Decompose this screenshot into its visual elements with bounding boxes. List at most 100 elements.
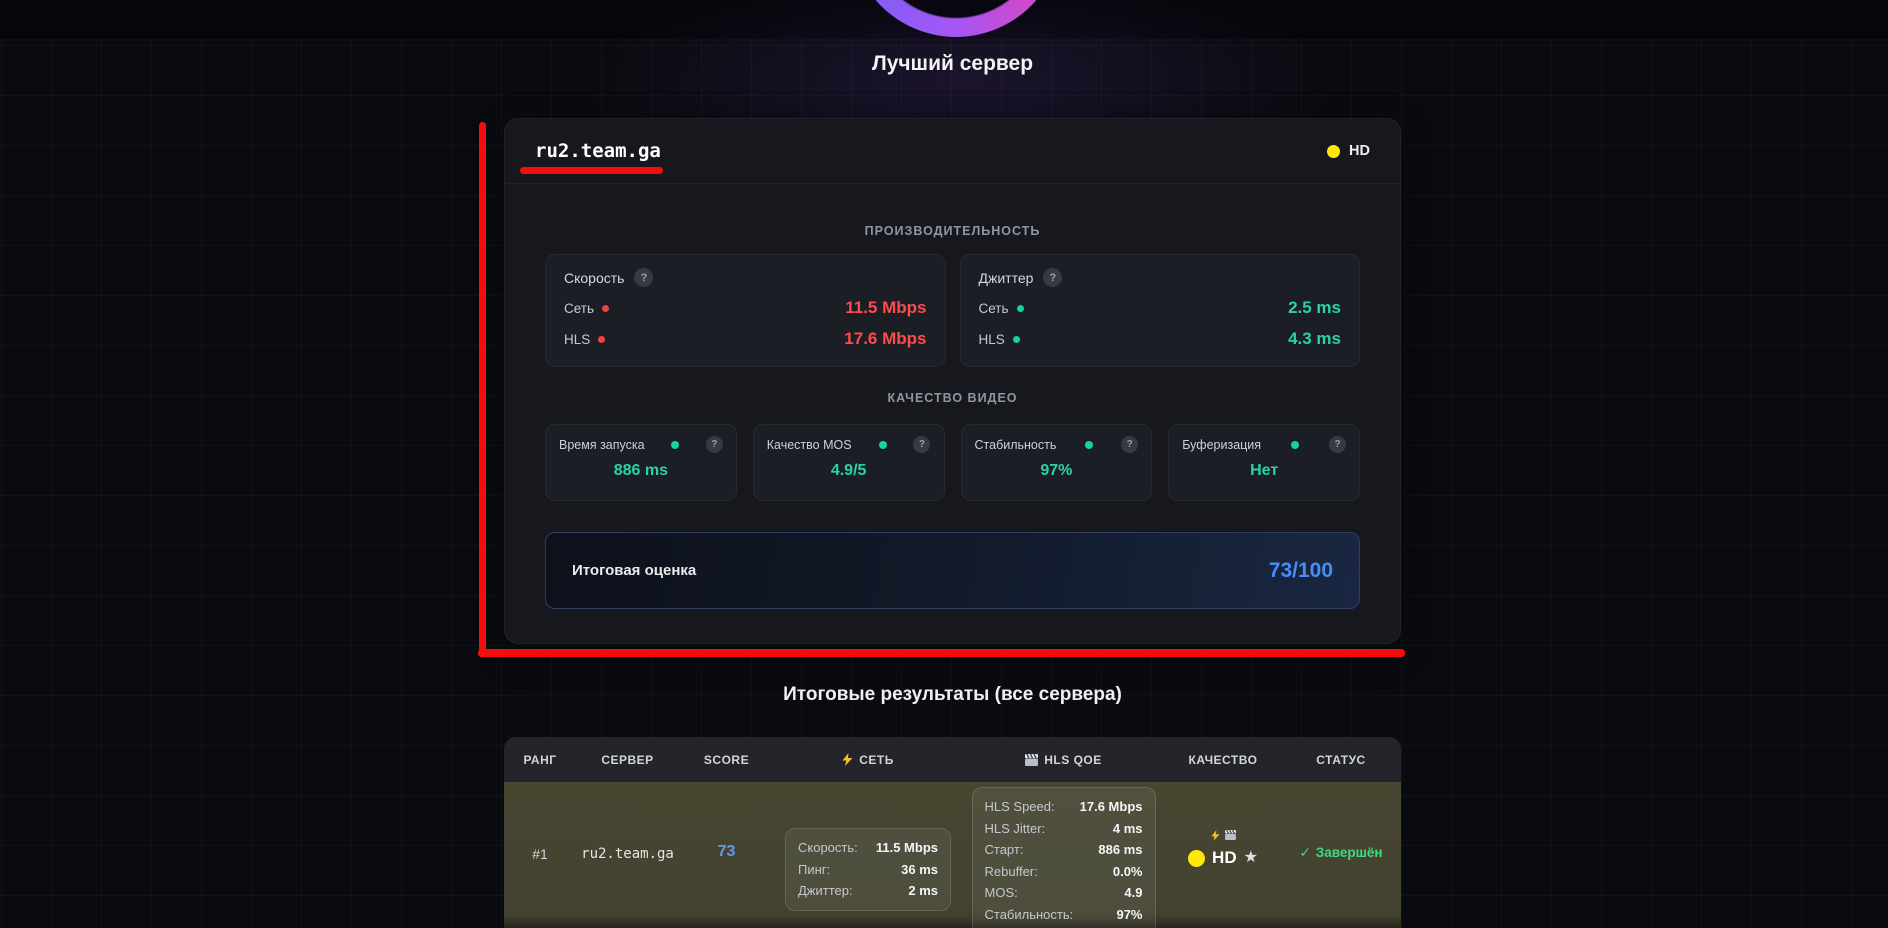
col-quality: КАЧЕСТВО [1188,752,1258,767]
hd-dot-icon [1188,849,1206,867]
stability-value: 97% [1040,462,1073,479]
jitter-card-title: Джиттер [978,269,1034,286]
speed-row-hls: HLS 17.6 Mbps [564,329,927,349]
col-score: SCORE [703,752,750,767]
table-row-rank-1: #1 ru2.team.ga 73 Скорость: 11.5 Mbps Пин… [504,782,1401,928]
final-score-label: Итоговая оценка [572,562,697,579]
hls-qoe-card: HLS Speed: 17.6 Mbps HLS Jitter: 4 ms Стар… [971,787,1156,928]
jitter-card: Джиттер ? Сеть 2.5 ms HLS [959,254,1360,367]
hls-stability-label: Стабильность: [984,906,1074,922]
clapper-icon [1224,830,1236,840]
video-quality-section-label: КАЧЕСТВО ВИДЕО [887,391,1018,405]
table-header: РАНГ СЕРВЕР SCORE СЕТЬ [504,737,1401,782]
hd-label: HD [1349,143,1370,159]
col-rank: РАНГ [523,752,557,767]
final-score-value: 73/100 [1268,558,1333,582]
startup-time-title: Время запуска [559,437,645,452]
net-speed-value: 11.5 Mbps [875,840,938,855]
hls-mos-label: MOS: [984,885,1018,900]
hls-start-label: Старт: [984,842,1024,857]
best-server-title: Лучший сервер [871,52,1034,75]
mos-quality-value: 4.9/5 [830,462,867,479]
speed-card: Скорость ? Сеть 11.5 Mbps [545,254,946,367]
net-ping-value: 36 ms [901,861,938,877]
jitter-network-label: Сеть [978,300,1009,316]
hls-speed-label: HLS Speed: [984,799,1055,814]
final-score-bar: Итоговая оценка 73/100 [545,532,1360,609]
performance-section-label: ПРОИЗВОДИТЕЛЬНОСТЬ [864,224,1041,238]
speed-row-network: Сеть 11.5 Mbps [564,298,927,318]
net-jitter-value: 2 ms [908,883,938,898]
speed-hls-label: HLS [564,331,591,347]
hd-badge: HD [1327,143,1370,159]
annotation-underline [520,167,663,174]
jitter-network-value: 2.5 ms [1288,298,1341,317]
speed-card-title: Скорость [564,269,625,286]
hls-rebuffer-value: 0.0% [1112,863,1143,879]
mos-quality-title: Качество MOS [766,437,852,452]
status-dot-icon [1084,440,1093,449]
status-dot-icon [1016,304,1024,312]
status-dot-icon [1012,335,1020,343]
hls-start-value: 886 ms [1098,842,1143,857]
check-icon: ✓ [1299,845,1311,860]
score-value: 73 [717,843,736,860]
mos-quality-card: Качество MOS ? 4.9/5 [752,424,945,501]
startup-time-value: 886 ms [613,462,668,479]
hls-stability-value: 97% [1116,906,1143,922]
status-dot-icon [602,304,610,312]
lightning-icon [842,753,853,766]
status-cell: ✓ Завершён [1281,782,1401,861]
col-server: СЕРВЕР [601,752,654,767]
best-server-card: ru2.team.ga HD ПРОИЗВОДИТЕЛЬНОСТЬ Скорос… [504,118,1401,644]
speed-hls-value: 17.6 Mbps [844,329,927,348]
server-value: ru2.team.ga [581,846,674,862]
speed-network-value: 11.5 Mbps [845,298,927,317]
hls-jitter-value: 4 ms [1112,820,1143,836]
speed-network-label: Сеть [564,300,595,316]
help-icon[interactable]: ? [1329,436,1346,453]
help-icon[interactable]: ? [1043,268,1063,287]
clapper-icon [1025,753,1039,766]
hls-qoe-cell: HLS Speed: 17.6 Mbps HLS Jitter: 4 ms Стар… [962,782,1165,928]
jitter-hls-label: HLS [978,331,1005,347]
status-dot-icon [671,440,680,449]
status-dot-icon [878,440,887,449]
hls-rebuffer-label: Rebuffer: [984,863,1038,879]
card-header: ru2.team.ga HD [505,119,1400,184]
help-icon[interactable]: ? [705,436,723,453]
results-table: РАНГ СЕРВЕР SCORE СЕТЬ [504,737,1401,928]
status-dot-icon [598,335,606,343]
hd-dot-icon [1327,144,1341,158]
rank-value: #1 [532,846,548,862]
buffering-title: Буферизация [1182,437,1262,452]
help-icon[interactable]: ? [634,268,654,287]
jitter-row-network: Сеть 2.5 ms [979,298,1342,318]
quality-cell: HD ★ [1165,782,1281,868]
help-icon[interactable]: ? [1121,436,1139,453]
hls-speed-value: 17.6 Mbps [1079,799,1143,814]
hls-mos-value: 4.9 [1124,885,1143,900]
annotation-horizontal-line [478,649,1405,657]
buffering-card: Буферизация ? Нет [1168,424,1360,501]
col-hls-qoe: HLS QOE [962,753,1165,767]
row-hd-label: HD [1212,848,1237,867]
col-network: СЕТЬ [774,753,962,767]
jitter-hls-value: 4.3 ms [1288,329,1341,348]
jitter-row-hls: HLS 4.3 ms [979,329,1342,349]
hls-jitter-label: HLS Jitter: [984,820,1046,836]
stability-title: Стабильность [974,437,1057,452]
col-status: СТАТУС [1316,752,1366,767]
stability-card: Стабильность ? 97% [960,424,1153,501]
annotation-vertical-line [479,122,486,656]
lightning-icon [1210,829,1220,841]
network-stats-cell: Скорость: 11.5 Mbps Пинг: 36 ms Джиттер: 2 … [774,782,962,911]
net-ping-label: Пинг: [798,861,831,877]
help-icon[interactable]: ? [913,436,931,453]
net-jitter-label: Джиттер: [798,883,853,898]
status-label: Завершён [1315,845,1383,860]
star-icon: ★ [1243,849,1258,866]
network-stats-card: Скорость: 11.5 Mbps Пинг: 36 ms Джиттер: 2 … [785,828,951,911]
buffering-value: Нет [1250,462,1279,479]
